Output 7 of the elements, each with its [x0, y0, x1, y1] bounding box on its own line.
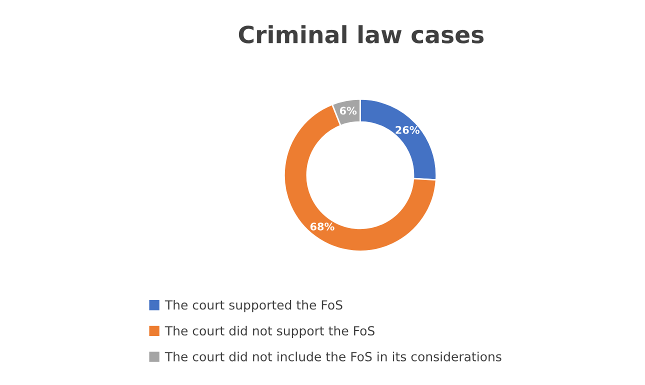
legend-label: The court supported the FoS [164, 300, 342, 312]
data-label: 6% [340, 106, 357, 115]
legend-label: The court did not include the FoS in its considerations [164, 352, 502, 362]
legend-label: The court did not support the FoS [164, 326, 374, 338]
chart-title: Criminal law cases [238, 25, 484, 44]
data-label: 26% [396, 126, 420, 134]
data-label: 68% [310, 222, 334, 231]
